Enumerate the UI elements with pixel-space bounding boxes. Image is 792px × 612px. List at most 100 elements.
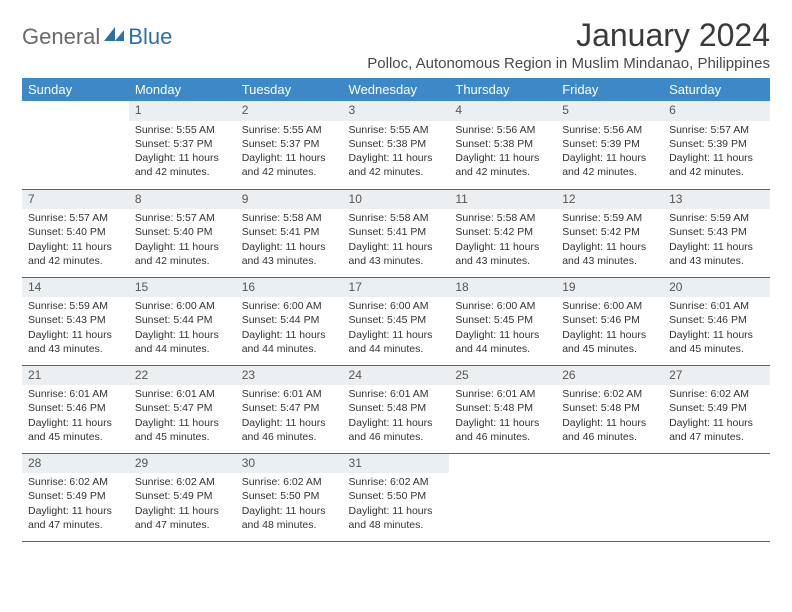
day-details: Sunrise: 6:00 AMSunset: 5:46 PMDaylight:… (556, 297, 663, 360)
logo-text-blue: Blue (128, 24, 172, 50)
weekday-header: Wednesday (343, 78, 450, 101)
day-number: 18 (449, 278, 556, 298)
day-number: 9 (236, 190, 343, 210)
day-details: Sunrise: 5:56 AMSunset: 5:38 PMDaylight:… (449, 121, 556, 184)
weekday-header: Tuesday (236, 78, 343, 101)
day-details: Sunrise: 5:58 AMSunset: 5:41 PMDaylight:… (236, 209, 343, 272)
calendar-day-cell: 29Sunrise: 6:02 AMSunset: 5:49 PMDayligh… (129, 453, 236, 541)
day-number: 5 (556, 101, 663, 121)
logo-text-general: General (22, 24, 100, 50)
day-details: Sunrise: 6:01 AMSunset: 5:47 PMDaylight:… (129, 385, 236, 448)
calendar-week-row: 1Sunrise: 5:55 AMSunset: 5:37 PMDaylight… (22, 101, 770, 189)
day-details: Sunrise: 5:57 AMSunset: 5:39 PMDaylight:… (663, 121, 770, 184)
day-number: 29 (129, 454, 236, 474)
day-details: Sunrise: 6:01 AMSunset: 5:48 PMDaylight:… (343, 385, 450, 448)
weekday-header: Monday (129, 78, 236, 101)
calendar-day-cell: 19Sunrise: 6:00 AMSunset: 5:46 PMDayligh… (556, 277, 663, 365)
day-details: Sunrise: 5:55 AMSunset: 5:37 PMDaylight:… (129, 121, 236, 184)
day-details: Sunrise: 6:00 AMSunset: 5:44 PMDaylight:… (236, 297, 343, 360)
day-number: 21 (22, 366, 129, 386)
day-number: 16 (236, 278, 343, 298)
calendar-day-cell: 24Sunrise: 6:01 AMSunset: 5:48 PMDayligh… (343, 365, 450, 453)
day-details: Sunrise: 6:02 AMSunset: 5:49 PMDaylight:… (22, 473, 129, 536)
calendar-day-cell: 8Sunrise: 5:57 AMSunset: 5:40 PMDaylight… (129, 189, 236, 277)
day-details: Sunrise: 5:59 AMSunset: 5:43 PMDaylight:… (22, 297, 129, 360)
page: General Blue January 2024 Polloc, Autono… (0, 0, 792, 612)
day-number: 25 (449, 366, 556, 386)
header: General Blue January 2024 Polloc, Autono… (22, 18, 770, 72)
calendar-empty-cell (663, 453, 770, 541)
calendar-empty-cell (22, 101, 129, 189)
day-details: Sunrise: 6:01 AMSunset: 5:46 PMDaylight:… (663, 297, 770, 360)
day-number: 15 (129, 278, 236, 298)
weekday-header: Sunday (22, 78, 129, 101)
calendar-day-cell: 30Sunrise: 6:02 AMSunset: 5:50 PMDayligh… (236, 453, 343, 541)
calendar-header-row: SundayMondayTuesdayWednesdayThursdayFrid… (22, 78, 770, 101)
day-details: Sunrise: 6:02 AMSunset: 5:50 PMDaylight:… (343, 473, 450, 536)
location-text: Polloc, Autonomous Region in Muslim Mind… (367, 55, 770, 72)
calendar-day-cell: 7Sunrise: 5:57 AMSunset: 5:40 PMDaylight… (22, 189, 129, 277)
day-number: 22 (129, 366, 236, 386)
calendar-empty-cell (556, 453, 663, 541)
calendar-day-cell: 13Sunrise: 5:59 AMSunset: 5:43 PMDayligh… (663, 189, 770, 277)
day-details: Sunrise: 5:59 AMSunset: 5:42 PMDaylight:… (556, 209, 663, 272)
day-details: Sunrise: 5:57 AMSunset: 5:40 PMDaylight:… (129, 209, 236, 272)
calendar-week-row: 28Sunrise: 6:02 AMSunset: 5:49 PMDayligh… (22, 453, 770, 541)
title-block: January 2024 Polloc, Autonomous Region i… (367, 18, 770, 72)
calendar-day-cell: 28Sunrise: 6:02 AMSunset: 5:49 PMDayligh… (22, 453, 129, 541)
day-details: Sunrise: 5:56 AMSunset: 5:39 PMDaylight:… (556, 121, 663, 184)
calendar-day-cell: 27Sunrise: 6:02 AMSunset: 5:49 PMDayligh… (663, 365, 770, 453)
calendar-day-cell: 21Sunrise: 6:01 AMSunset: 5:46 PMDayligh… (22, 365, 129, 453)
calendar-day-cell: 1Sunrise: 5:55 AMSunset: 5:37 PMDaylight… (129, 101, 236, 189)
calendar-week-row: 14Sunrise: 5:59 AMSunset: 5:43 PMDayligh… (22, 277, 770, 365)
day-details: Sunrise: 6:01 AMSunset: 5:47 PMDaylight:… (236, 385, 343, 448)
calendar-week-row: 21Sunrise: 6:01 AMSunset: 5:46 PMDayligh… (22, 365, 770, 453)
day-number: 7 (22, 190, 129, 210)
day-details: Sunrise: 5:59 AMSunset: 5:43 PMDaylight:… (663, 209, 770, 272)
calendar-day-cell: 25Sunrise: 6:01 AMSunset: 5:48 PMDayligh… (449, 365, 556, 453)
day-details: Sunrise: 6:02 AMSunset: 5:50 PMDaylight:… (236, 473, 343, 536)
day-details: Sunrise: 6:02 AMSunset: 5:49 PMDaylight:… (129, 473, 236, 536)
calendar-day-cell: 17Sunrise: 6:00 AMSunset: 5:45 PMDayligh… (343, 277, 450, 365)
calendar-day-cell: 20Sunrise: 6:01 AMSunset: 5:46 PMDayligh… (663, 277, 770, 365)
weekday-header: Friday (556, 78, 663, 101)
weekday-header: Saturday (663, 78, 770, 101)
day-number: 20 (663, 278, 770, 298)
calendar-day-cell: 11Sunrise: 5:58 AMSunset: 5:42 PMDayligh… (449, 189, 556, 277)
day-details: Sunrise: 5:55 AMSunset: 5:38 PMDaylight:… (343, 121, 450, 184)
day-details: Sunrise: 5:58 AMSunset: 5:41 PMDaylight:… (343, 209, 450, 272)
calendar-day-cell: 9Sunrise: 5:58 AMSunset: 5:41 PMDaylight… (236, 189, 343, 277)
day-number: 12 (556, 190, 663, 210)
calendar-day-cell: 4Sunrise: 5:56 AMSunset: 5:38 PMDaylight… (449, 101, 556, 189)
day-number: 24 (343, 366, 450, 386)
calendar-day-cell: 6Sunrise: 5:57 AMSunset: 5:39 PMDaylight… (663, 101, 770, 189)
calendar-day-cell: 5Sunrise: 5:56 AMSunset: 5:39 PMDaylight… (556, 101, 663, 189)
calendar-day-cell: 26Sunrise: 6:02 AMSunset: 5:48 PMDayligh… (556, 365, 663, 453)
day-number: 4 (449, 101, 556, 121)
day-number: 13 (663, 190, 770, 210)
day-number: 10 (343, 190, 450, 210)
calendar-day-cell: 10Sunrise: 5:58 AMSunset: 5:41 PMDayligh… (343, 189, 450, 277)
day-details: Sunrise: 5:55 AMSunset: 5:37 PMDaylight:… (236, 121, 343, 184)
logo-mark-icon (104, 25, 126, 46)
day-number: 27 (663, 366, 770, 386)
calendar-table: SundayMondayTuesdayWednesdayThursdayFrid… (22, 78, 770, 542)
day-details: Sunrise: 6:01 AMSunset: 5:46 PMDaylight:… (22, 385, 129, 448)
calendar-day-cell: 16Sunrise: 6:00 AMSunset: 5:44 PMDayligh… (236, 277, 343, 365)
page-title: January 2024 (367, 18, 770, 53)
day-number: 11 (449, 190, 556, 210)
day-number: 6 (663, 101, 770, 121)
day-details: Sunrise: 6:02 AMSunset: 5:48 PMDaylight:… (556, 385, 663, 448)
day-number: 17 (343, 278, 450, 298)
calendar-empty-cell (449, 453, 556, 541)
calendar-day-cell: 12Sunrise: 5:59 AMSunset: 5:42 PMDayligh… (556, 189, 663, 277)
calendar-day-cell: 2Sunrise: 5:55 AMSunset: 5:37 PMDaylight… (236, 101, 343, 189)
calendar-day-cell: 18Sunrise: 6:00 AMSunset: 5:45 PMDayligh… (449, 277, 556, 365)
day-details: Sunrise: 5:57 AMSunset: 5:40 PMDaylight:… (22, 209, 129, 272)
calendar-day-cell: 14Sunrise: 5:59 AMSunset: 5:43 PMDayligh… (22, 277, 129, 365)
day-details: Sunrise: 5:58 AMSunset: 5:42 PMDaylight:… (449, 209, 556, 272)
day-number: 1 (129, 101, 236, 121)
day-number: 19 (556, 278, 663, 298)
weekday-header: Thursday (449, 78, 556, 101)
calendar-day-cell: 22Sunrise: 6:01 AMSunset: 5:47 PMDayligh… (129, 365, 236, 453)
